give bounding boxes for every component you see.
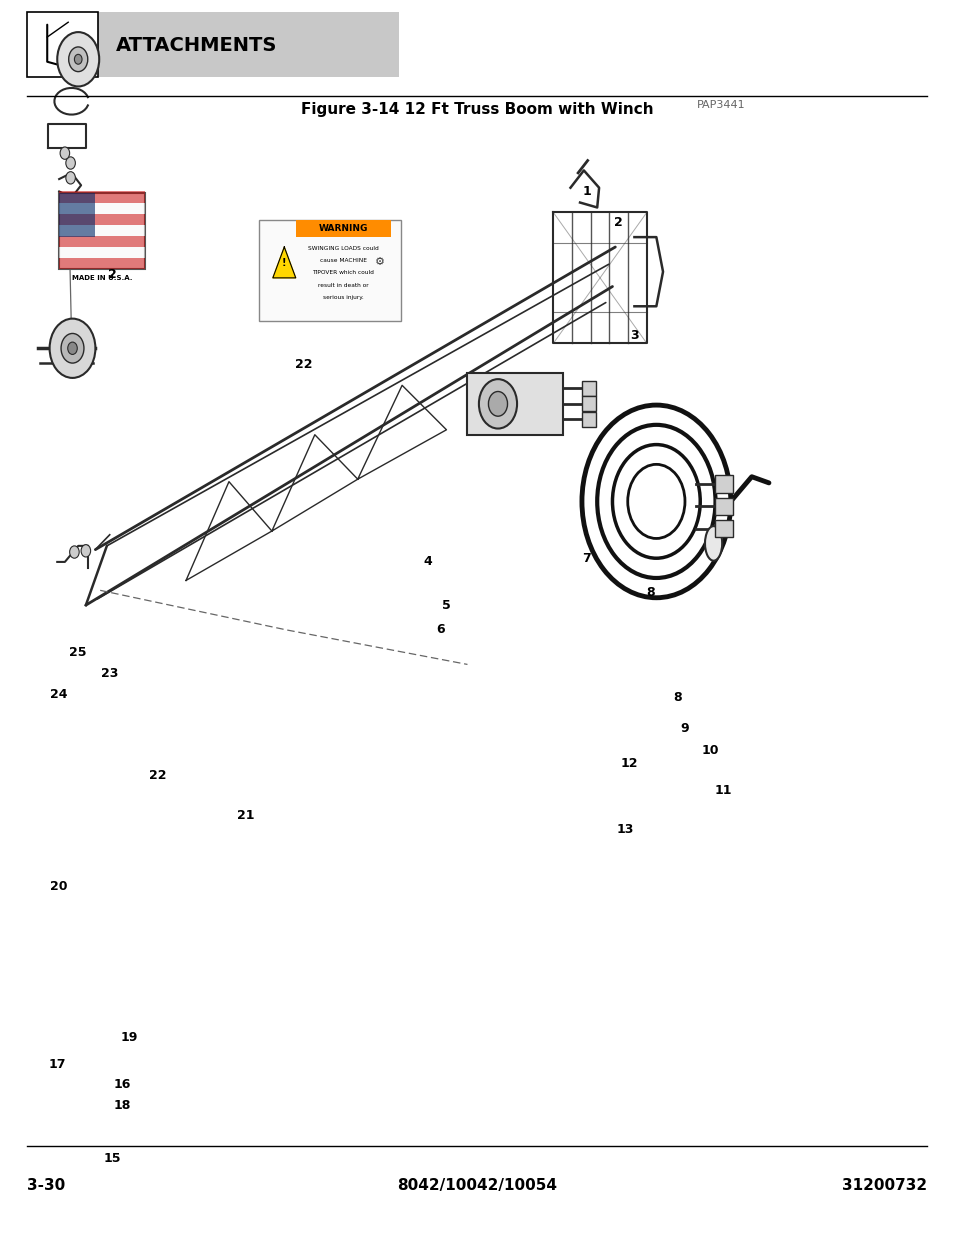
Bar (27, 12, 98, 77)
Bar (59, 203, 145, 214)
Bar (27, 12, 398, 77)
Circle shape (50, 319, 95, 378)
Text: 17: 17 (49, 1058, 66, 1071)
Text: result in death or: result in death or (317, 283, 369, 288)
Circle shape (488, 391, 507, 416)
Text: WARNING: WARNING (318, 224, 368, 233)
Text: ATTACHMENTS: ATTACHMENTS (116, 36, 277, 56)
Text: 20: 20 (51, 881, 68, 893)
Text: 9: 9 (679, 722, 689, 735)
Text: 12: 12 (620, 757, 638, 769)
Text: SWINGING LOADS could: SWINGING LOADS could (308, 246, 378, 251)
Text: 22: 22 (294, 358, 312, 370)
Text: 7: 7 (581, 552, 591, 564)
Text: 3-30: 3-30 (27, 1178, 65, 1193)
Text: ⚙: ⚙ (375, 257, 384, 267)
Bar (581, 380, 596, 395)
Circle shape (74, 54, 82, 64)
Text: 10: 10 (701, 745, 719, 757)
Bar (259, 220, 400, 321)
Text: cause MACHINE: cause MACHINE (319, 258, 367, 263)
Text: 6: 6 (436, 624, 445, 636)
Text: Figure 3-14 12 Ft Truss Boom with Winch: Figure 3-14 12 Ft Truss Boom with Winch (300, 103, 653, 117)
Text: 2: 2 (108, 268, 117, 280)
Circle shape (70, 546, 79, 558)
Bar (59, 193, 95, 237)
Bar (715, 475, 732, 493)
Text: 23: 23 (101, 667, 118, 679)
Bar (59, 225, 145, 236)
Polygon shape (273, 247, 295, 278)
Text: 11: 11 (714, 784, 731, 797)
Circle shape (81, 545, 91, 557)
Bar (467, 373, 562, 435)
Circle shape (66, 172, 75, 184)
Circle shape (61, 333, 84, 363)
Circle shape (57, 32, 99, 86)
Text: 15: 15 (104, 1152, 121, 1165)
Bar (59, 247, 145, 258)
Text: 4: 4 (422, 556, 432, 568)
Bar (581, 412, 596, 427)
Text: TIPOVER which could: TIPOVER which could (313, 270, 374, 275)
Bar (59, 193, 145, 269)
Bar (715, 498, 732, 515)
Text: !: ! (282, 258, 286, 268)
Text: 8042/10042/10054: 8042/10042/10054 (396, 1178, 557, 1193)
Text: 22: 22 (149, 769, 166, 782)
Text: 21: 21 (237, 809, 254, 821)
Text: serious injury.: serious injury. (323, 295, 363, 300)
Text: 1: 1 (581, 185, 591, 198)
Bar (295, 220, 391, 237)
Text: 25: 25 (70, 646, 87, 658)
Text: PAP3441: PAP3441 (696, 100, 744, 110)
Bar (59, 191, 145, 203)
Text: 8: 8 (645, 587, 655, 599)
Text: 5: 5 (441, 599, 451, 611)
Circle shape (60, 147, 70, 159)
Ellipse shape (704, 526, 721, 561)
Bar (59, 214, 145, 225)
Text: 19: 19 (120, 1031, 137, 1044)
Text: 2: 2 (613, 216, 622, 228)
Bar (715, 520, 732, 537)
Circle shape (478, 379, 517, 429)
Text: 3: 3 (629, 330, 639, 342)
Circle shape (66, 157, 75, 169)
Bar (59, 236, 145, 247)
Text: 8: 8 (672, 692, 681, 704)
Text: MADE IN U.S.A.: MADE IN U.S.A. (71, 275, 132, 282)
Bar (59, 258, 145, 269)
Text: 31200732: 31200732 (841, 1178, 926, 1193)
Text: 13: 13 (616, 824, 633, 836)
Circle shape (68, 342, 77, 354)
Text: 24: 24 (51, 688, 68, 700)
Text: 16: 16 (113, 1078, 131, 1091)
Bar (581, 396, 596, 411)
Text: 18: 18 (113, 1099, 131, 1112)
Circle shape (69, 47, 88, 72)
